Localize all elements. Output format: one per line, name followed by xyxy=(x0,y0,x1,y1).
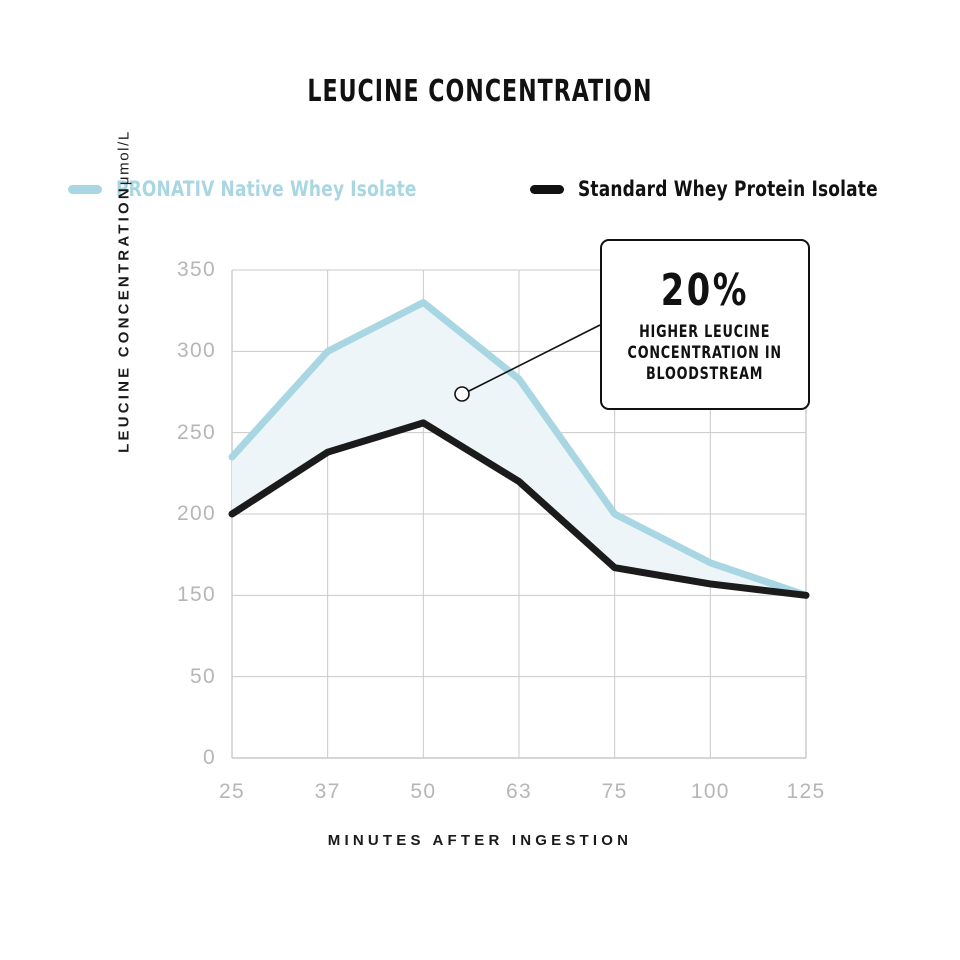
page-title: LEUCINE CONCENTRATION xyxy=(307,74,653,109)
callout-box: 20% HIGHER LEUCINE CONCENTRATION IN BLOO… xyxy=(600,239,810,410)
y-axis-tick-labels: 350 300 250 200 150 50 0 xyxy=(130,258,216,769)
area-between-series xyxy=(232,302,806,596)
legend-label-standard: Standard Whey Protein Isolate xyxy=(578,177,878,201)
y-axis-tick-label: 350 xyxy=(177,258,216,281)
x-axis-tick-label: 25 xyxy=(219,780,245,803)
x-axis-tick-label: 125 xyxy=(786,780,826,803)
legend-swatch-standard xyxy=(530,184,564,194)
legend-item-pronativ: PRONATIV Native Whey Isolate xyxy=(68,174,450,204)
y-axis-tick-label: 300 xyxy=(177,339,216,363)
x-axis-tick-labels: 25 37 50 63 75 100 125 xyxy=(219,780,824,810)
x-axis-tick-label: 37 xyxy=(314,780,341,803)
x-axis-tick-label: 50 xyxy=(410,780,437,803)
x-axis-tick-label: 75 xyxy=(601,780,628,803)
y-axis-tick-label: 200 xyxy=(177,502,216,525)
y-axis-tick-label: 50 xyxy=(190,664,216,688)
legend-label-pronativ: PRONATIV Native Whey Isolate xyxy=(116,177,417,201)
callout-headline: 20% xyxy=(660,264,750,316)
chart-legend: PRONATIV Native Whey Isolate Standard Wh… xyxy=(60,174,900,204)
legend-swatch-pronativ xyxy=(68,184,102,194)
x-axis-tick-label: 63 xyxy=(506,780,532,803)
x-axis-title: MINUTES AFTER INGESTION xyxy=(327,832,633,849)
y-axis-tick-label: 0 xyxy=(203,746,216,769)
x-axis-tick-label: 100 xyxy=(690,780,730,803)
y-axis-tick-label: 150 xyxy=(177,583,216,607)
series-line-standard xyxy=(228,419,810,599)
y-axis-unit: μmol/L xyxy=(115,130,133,186)
y-axis-tick-label: 250 xyxy=(177,420,216,444)
legend-item-standard: Standard Whey Protein Isolate xyxy=(530,174,911,204)
callout-body: HIGHER LEUCINE CONCENTRATION IN BLOODSTR… xyxy=(627,321,783,384)
